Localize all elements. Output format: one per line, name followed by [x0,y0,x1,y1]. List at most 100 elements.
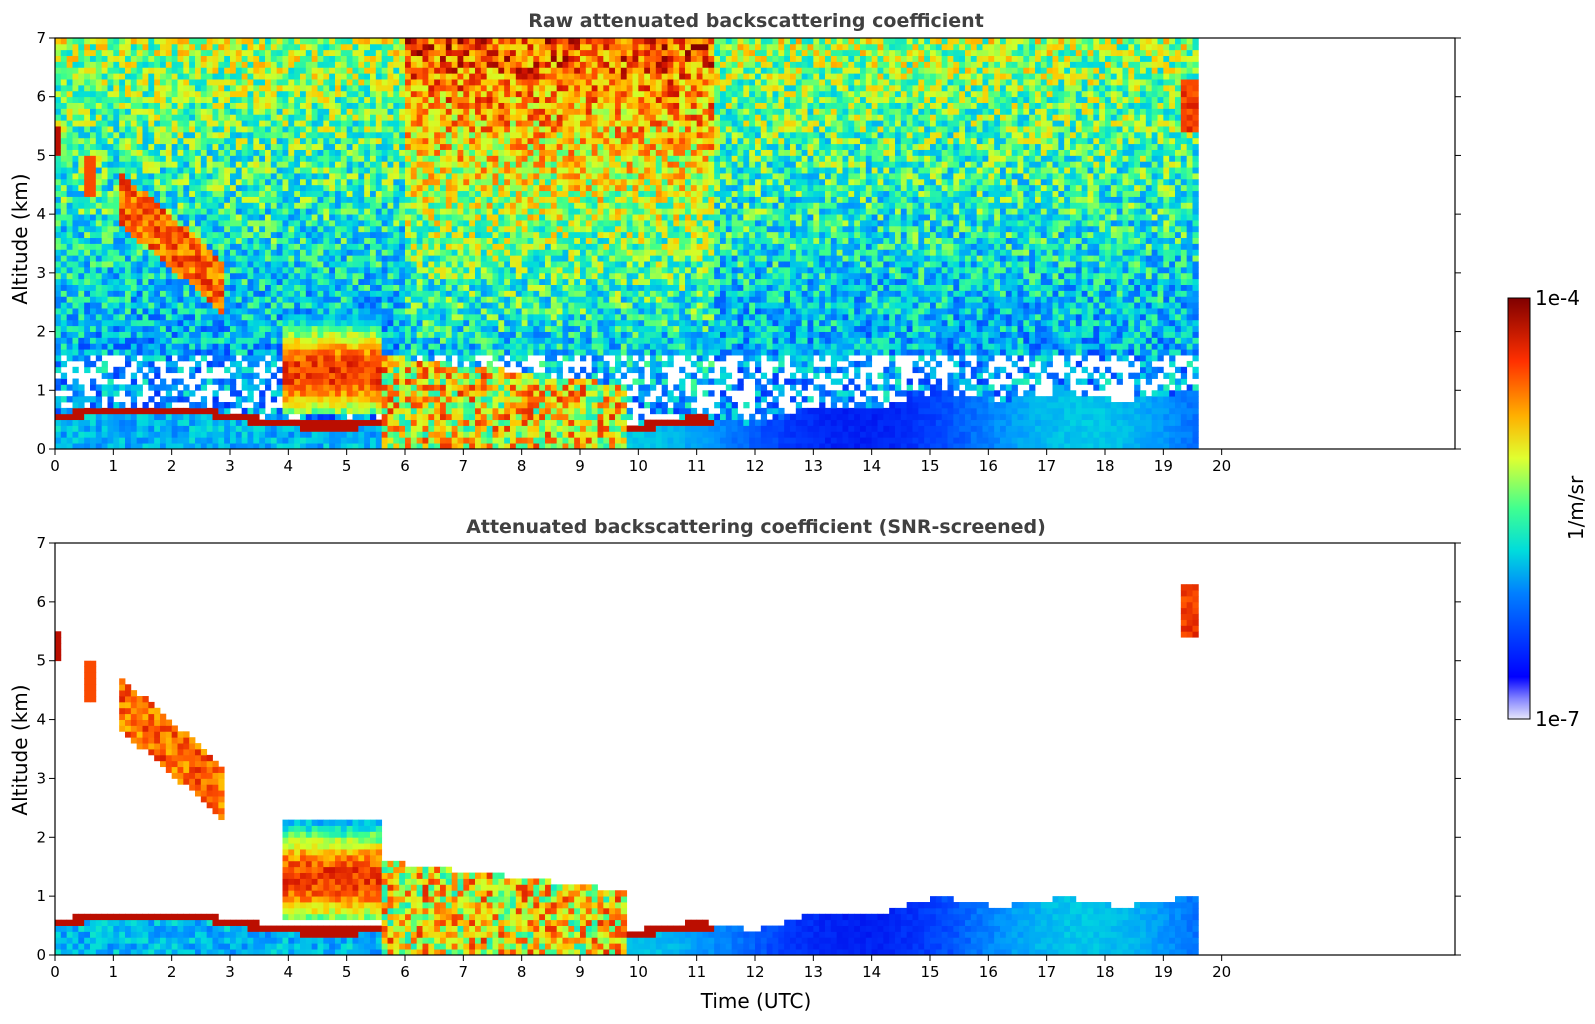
heatmap-cell [340,396,348,403]
heatmap-cell [235,390,243,397]
heatmap-cell [101,178,108,186]
heatmap-cell [78,337,85,344]
heatmap-cell [218,149,225,156]
heatmap-cell [440,167,447,174]
heatmap-cell [90,96,97,103]
heatmap-cell [300,402,307,409]
heatmap-cell [148,284,155,291]
heatmap-cell [445,178,453,186]
heatmap-cell [451,126,458,133]
heatmap-cell [480,313,488,321]
heatmap-cell [300,272,307,280]
heatmap-cell [381,225,388,233]
heatmap-cell [270,419,278,426]
heatmap-cell [346,96,353,103]
heatmap-cell [475,402,482,409]
heatmap-cell [224,167,231,174]
heatmap-cell [160,431,167,438]
heatmap-cell [475,419,482,426]
heatmap-cell [393,437,400,444]
heatmap-cell [72,407,79,415]
heatmap-cell [66,284,73,291]
heatmap-cell [212,173,219,180]
heatmap-cell [445,202,453,209]
heatmap-cell [434,343,441,350]
heatmap-cell [224,272,231,280]
heatmap-cell [72,137,79,145]
heatmap-cell [288,308,295,315]
heatmap-cell [212,79,219,86]
heatmap-cell [463,178,470,186]
heatmap-cell [72,355,79,362]
heatmap-cell [335,284,342,291]
heatmap-cell [340,355,348,362]
heatmap-cell [265,349,272,356]
heatmap-cell [90,190,97,197]
heatmap-cell [294,402,301,409]
heatmap-cell [241,437,248,444]
heatmap-cell [148,49,155,57]
heatmap-cell [305,390,313,397]
heatmap-cell [90,296,97,303]
heatmap-cell [399,407,406,415]
heatmap-cell [241,67,248,74]
heatmap-cell [276,96,283,103]
heatmap-cell [160,396,167,403]
heatmap-cell [329,360,336,368]
heatmap-cell [440,378,447,385]
heatmap-cell [55,61,62,68]
heatmap-cell [451,67,458,74]
heatmap-cell [311,225,318,233]
heatmap-cell [393,231,400,239]
heatmap-cell [276,419,283,426]
heatmap-cell [125,143,132,150]
heatmap-cell [375,202,383,209]
heatmap-cell [393,208,400,215]
heatmap-cell [416,96,423,103]
heatmap-cell [276,284,283,291]
heatmap-cell [463,49,470,57]
heatmap-cell [84,290,91,297]
heatmap-cell [165,272,173,280]
heatmap-cell [463,243,470,250]
heatmap-cell [142,114,149,121]
heatmap-cell [475,325,482,332]
heatmap-cell [247,220,254,227]
heatmap-cell [335,308,342,315]
heatmap-cell [300,396,307,403]
heatmap-cell [428,214,435,221]
heatmap-cell [405,337,412,344]
heatmap-cell [107,266,114,274]
heatmap-cell [200,73,208,80]
heatmap-cell [440,296,447,303]
heatmap-cell [195,114,202,121]
heatmap-cell [60,143,68,150]
heatmap-cell [200,108,208,115]
heatmap-cell [317,190,324,197]
heatmap-cell [469,155,476,162]
heatmap-cell [276,137,283,145]
heatmap-cell [475,396,482,403]
heatmap-cell [200,196,208,203]
heatmap-cell [66,313,73,321]
heatmap-cell [469,43,476,51]
heatmap-cell [405,178,412,186]
heatmap-cell [206,137,213,145]
heatmap-cell [445,155,453,162]
heatmap-cell [265,237,272,244]
heatmap-cell [305,202,313,209]
heatmap-cell [370,79,377,86]
heatmap-cell [125,308,132,315]
heatmap-cell [101,79,108,86]
heatmap-cell [218,407,225,415]
heatmap-cell [142,407,149,415]
heatmap-cell [212,73,219,80]
heatmap-cell [130,337,138,344]
heatmap-cell [329,220,336,227]
heatmap-cell [440,437,447,444]
heatmap-cell [66,419,73,426]
heatmap-cell [387,331,394,338]
heatmap-cell [405,84,412,92]
heatmap-cell [288,437,295,444]
heatmap-cell [329,126,336,133]
